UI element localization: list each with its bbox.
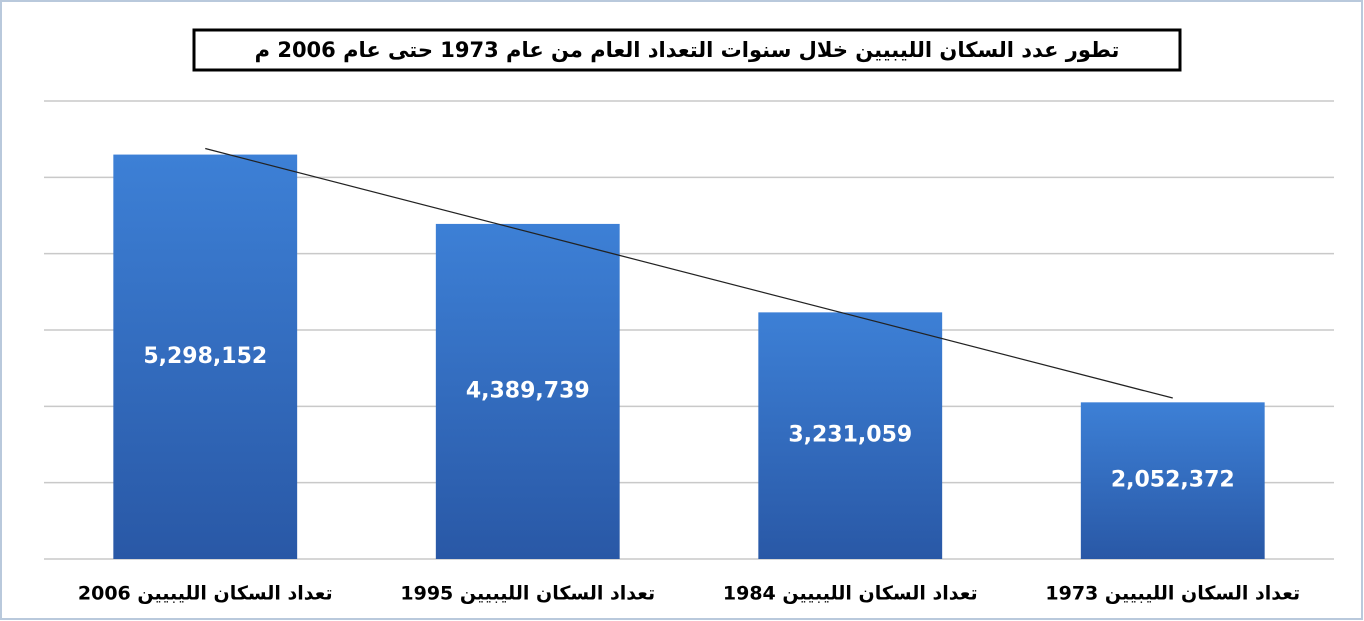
x-tick-label: تعداد السكان الليبيين 2006: [78, 583, 333, 605]
title-box: [192, 28, 1182, 72]
x-tick-label: تعداد السكان الليبيين 1995: [400, 583, 655, 605]
chart-title: تطور عدد السكان الليبيين خلال سنوات التع…: [255, 38, 1120, 62]
data-label: 3,231,059: [788, 423, 912, 448]
bar: [113, 154, 298, 559]
bar: [1080, 402, 1265, 559]
data-label: 2,052,372: [1111, 468, 1235, 493]
bar: [758, 312, 943, 559]
x-tick-label: تعداد السكان الليبيين 1984: [723, 583, 978, 605]
bar: [435, 223, 620, 559]
x-tick-label: تعداد السكان الليبيين 1973: [1045, 583, 1300, 605]
data-label: 5,298,152: [143, 344, 267, 369]
trend-line: [205, 147, 1173, 399]
data-label: 4,389,739: [466, 378, 590, 403]
